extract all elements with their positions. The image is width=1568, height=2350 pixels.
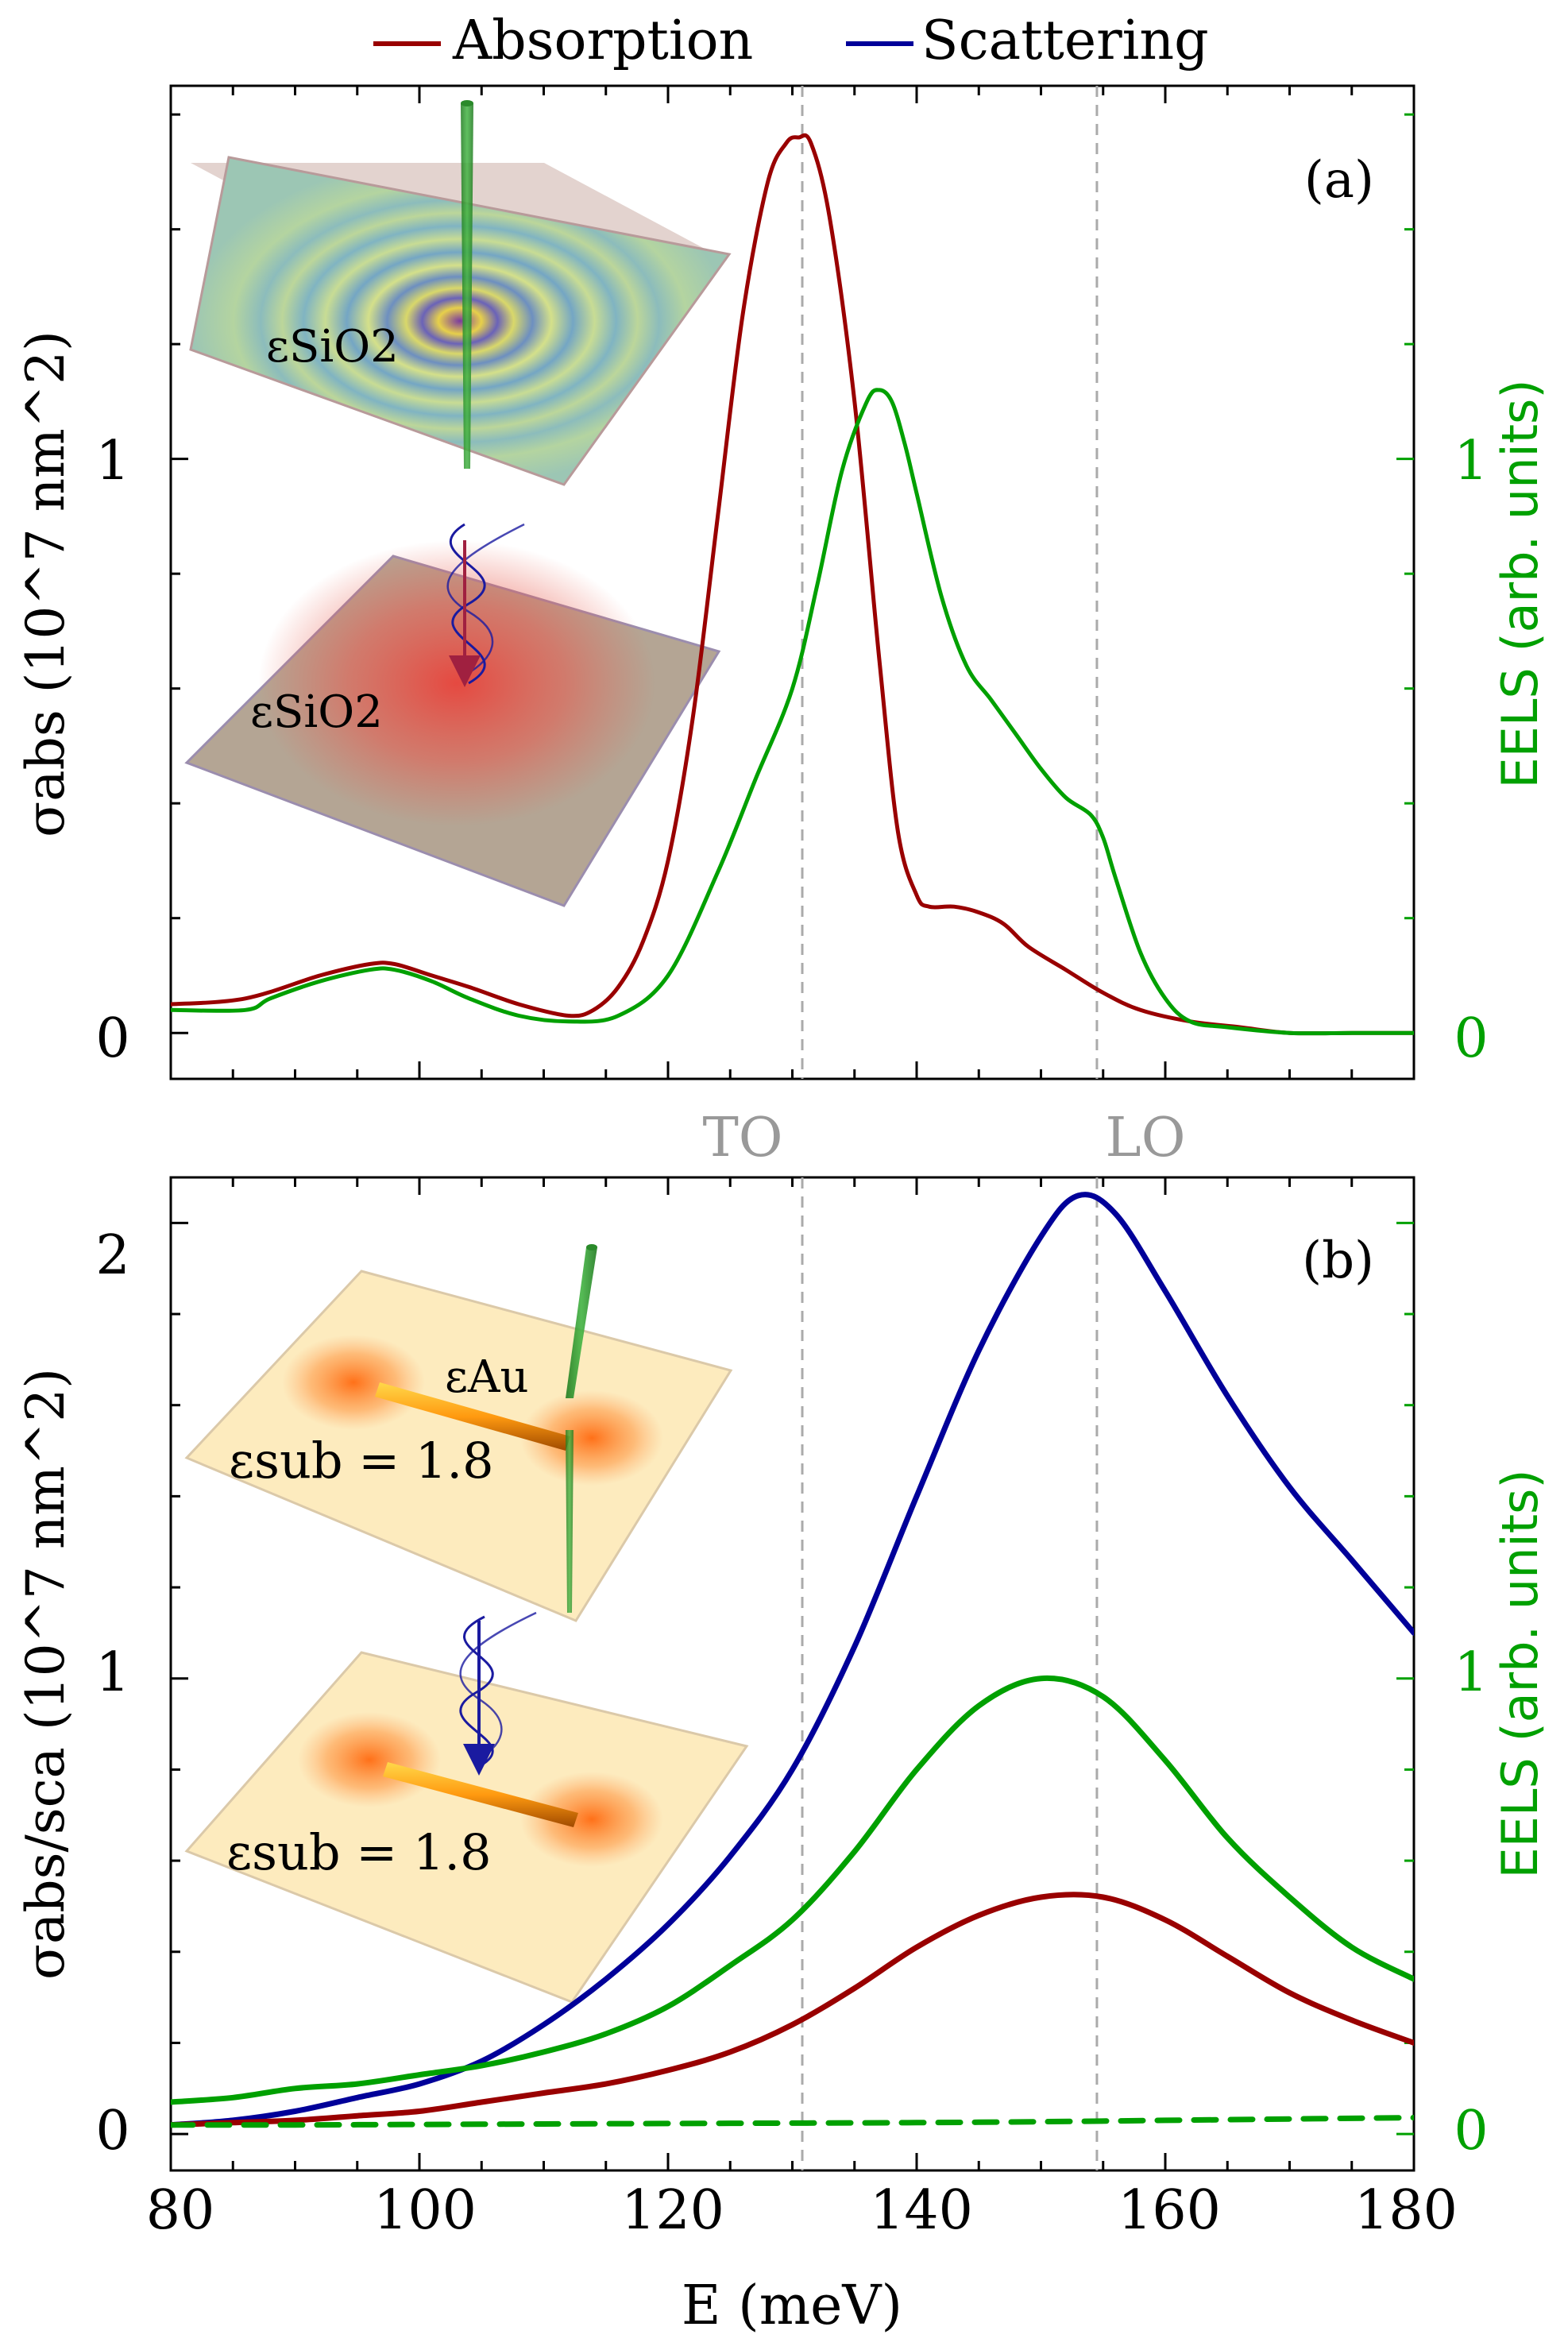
panel-b-ticks [169,1177,1415,2170]
series-absorption-b [171,1892,1414,2128]
panel-a-ylabel-right: EELS (arb. units) [1491,379,1549,788]
ring-plate [189,156,732,486]
panel-a: εSiO2 εSiO2 (a) 0 1 0 1 σabs (10^7 nm^2)… [15,84,1549,1080]
xtick-140: 140 [870,2179,973,2242]
svg-text:EELS (arb. units): EELS (arb. units) [1491,1469,1549,1878]
inset-b-au-label: εAu [445,1351,529,1403]
svg-text:σabs/sca (10^7 nm^2): σabs/sca (10^7 nm^2) [15,1368,76,1980]
panel-b-ytick-right-0: 0 [1454,2100,1488,2163]
panel-a-inset-optical: εSiO2 [184,523,721,907]
panel-a-ytick-right-1: 1 [1454,430,1488,493]
panel-b-ytick-left-2: 2 [95,1224,129,1287]
panel-a-ytick-left-1: 1 [95,430,129,493]
series-scattering-b [171,1192,1414,2128]
panel-b-ytick-right-1: 1 [1454,1641,1488,1704]
panel-b-guides [801,1177,1099,2170]
series-eels-dashed-b [171,2115,1414,2128]
panel-a-ytick-left-0: 0 [95,1007,129,1070]
inset-a2-label: εSiO2 [250,686,383,738]
inset-b2-label: εsub = 1.8 [226,1823,492,1881]
xtick-160: 160 [1118,2179,1221,2242]
guide-label-lo: LO [1106,1107,1186,1169]
panel-b-ylabel-right: EELS (arb. units) [1491,1469,1549,1878]
xtick-120: 120 [621,2179,724,2242]
xtick-180: 180 [1354,2179,1458,2242]
series-eels-a [171,388,1414,1036]
svg-text:EELS (arb. units): EELS (arb. units) [1491,379,1549,788]
svg-text:σabs (10^7 nm^2): σabs (10^7 nm^2) [15,330,76,837]
panel-b-ytick-left-0: 0 [95,2100,129,2163]
series-absorption-a [171,133,1414,1036]
electron-beam-tip [461,103,473,469]
panel-b-ytick-left-1: 1 [95,1641,129,1704]
panel-a-guides [801,86,1099,1079]
panel-b-curves [171,1192,1414,2128]
gold-rod-2 [383,1762,578,1827]
panel-b-ylabel-left: σabs/sca (10^7 nm^2) [15,1368,76,1980]
panel-a-ylabel-left: σabs (10^7 nm^2) [15,330,76,837]
panel-b-inset-eels: εAu εsub = 1.8 [184,1244,733,1622]
inset-a1-label: εSiO2 [266,321,399,373]
panel-a-inset-eels: εSiO2 [189,100,732,486]
inset-b1-label: εsub = 1.8 [229,1432,494,1490]
electron-beam-tip-b [566,1247,597,1398]
panel-a-curves [171,133,1414,1036]
panel-a-ytick-right-0: 0 [1454,1007,1488,1070]
xtick-80: 80 [146,2179,215,2242]
panel-b-inset-optical: εsub = 1.8 [184,1611,749,2004]
panel-b-label: (b) [1302,1231,1374,1290]
series-eels-b [171,1675,1414,2105]
panel-a-label: (a) [1304,151,1374,210]
x-axis-label: E (meV) [682,2275,902,2337]
legend-scattering-label: Scattering [921,10,1209,72]
gold-rod-1 [375,1382,570,1451]
panel-b: εAu εsub = 1.8 εsub = 1.8 (b) 0 1 2 0 1 … [15,1176,1549,2337]
xtick-100: 100 [373,2179,477,2242]
panel-a-ticks [169,86,1415,1079]
legend-absorption-label: Absorption [452,10,753,72]
red-glow [258,540,655,826]
legend: Absorption Scattering [373,10,1209,72]
guide-label-to: TO [702,1107,782,1169]
